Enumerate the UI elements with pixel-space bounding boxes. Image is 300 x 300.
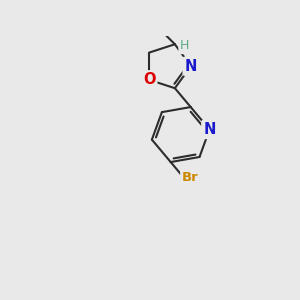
- Text: H: H: [180, 39, 190, 52]
- Text: N: N: [184, 59, 197, 74]
- Text: N: N: [203, 122, 216, 137]
- Text: Br: Br: [182, 171, 199, 184]
- Text: O: O: [143, 72, 155, 87]
